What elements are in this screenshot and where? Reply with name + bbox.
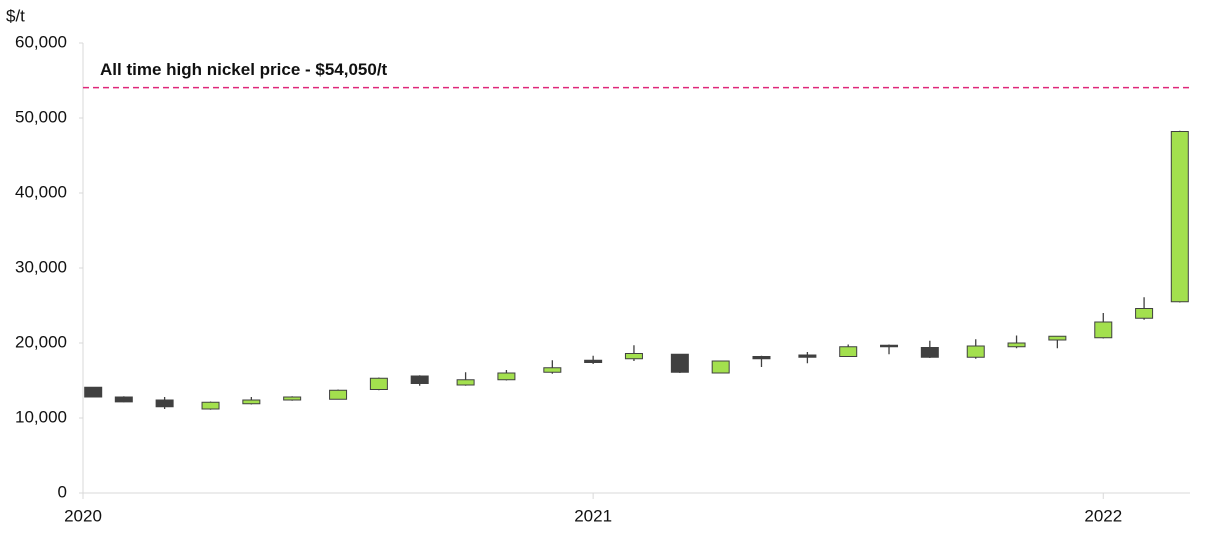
- y-tick-label: 50,000: [15, 107, 67, 126]
- candle-body: [839, 346, 858, 357]
- candle-body: [920, 347, 939, 358]
- x-tick-label: 2022: [1084, 506, 1122, 525]
- candle-body: [84, 386, 103, 398]
- candle-body: [114, 396, 133, 403]
- candle-body: [1048, 335, 1067, 341]
- candle-body: [670, 353, 689, 373]
- candle-body: [624, 353, 643, 360]
- y-tick-label: 10,000: [15, 407, 67, 426]
- candle-body: [1170, 131, 1189, 303]
- candle-body: [1007, 342, 1026, 348]
- y-tick-label: 40,000: [15, 182, 67, 201]
- candle-body: [584, 359, 603, 363]
- candle-body: [711, 360, 730, 374]
- candle-body: [543, 367, 562, 373]
- candle-body: [410, 375, 429, 384]
- x-tick-label: 2021: [574, 506, 612, 525]
- candle-body: [966, 345, 985, 358]
- candle-body: [497, 372, 516, 381]
- candle-body: [201, 401, 220, 410]
- candle-body: [1094, 321, 1113, 339]
- candle-body: [752, 356, 771, 360]
- candle-body: [456, 379, 475, 386]
- candle-body: [242, 399, 261, 405]
- candle-body: [369, 377, 388, 390]
- y-axis-label: $/t: [6, 6, 25, 25]
- candle-body: [880, 344, 899, 348]
- reference-label: All time high nickel price - $54,050/t: [100, 60, 388, 79]
- candle-body: [329, 389, 348, 400]
- y-tick-label: 30,000: [15, 257, 67, 276]
- candle-body: [1135, 308, 1154, 319]
- y-tick-label: 20,000: [15, 332, 67, 351]
- y-tick-label: 0: [58, 482, 67, 501]
- candle-body: [798, 354, 817, 358]
- y-tick-label: 60,000: [15, 32, 67, 51]
- x-tick-label: 2020: [64, 506, 102, 525]
- candle-body: [155, 399, 174, 408]
- candle-body: [283, 396, 302, 401]
